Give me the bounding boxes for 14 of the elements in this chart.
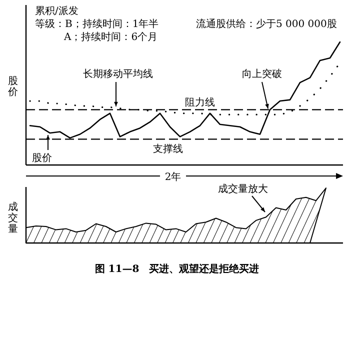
ylabel: 股价	[8, 76, 18, 98]
annotation: A；持续时间：6个月	[63, 31, 158, 43]
annotation: 成交量放大	[218, 183, 268, 195]
ylabel: 成交量	[8, 202, 18, 235]
ref-line-label: 阻力线	[185, 96, 215, 109]
legend-label: 股价	[32, 152, 52, 164]
text: 流通股供给：少于5 000 000股	[196, 18, 337, 30]
text: 长期移动平均线	[83, 68, 153, 80]
x-axis-title: 2年	[164, 171, 182, 183]
text: 累积/派发	[35, 5, 78, 17]
annotation: 向上突破	[242, 68, 282, 80]
ref-line-label: 支撑线	[153, 143, 183, 156]
text: 等级：B；持续时间：1年半	[35, 18, 159, 30]
caption: 图 11—8 买进、观望还是拒绝买进	[94, 263, 260, 275]
